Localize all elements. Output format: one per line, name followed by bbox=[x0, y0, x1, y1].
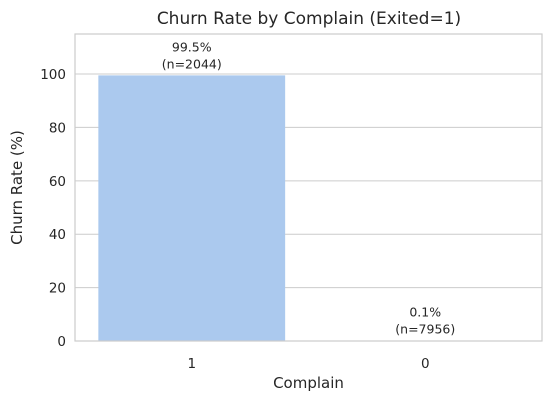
y-tick-label: 100 bbox=[40, 67, 66, 83]
bar-complain-1 bbox=[98, 75, 286, 341]
data-labels: 99.5% (n=2044) 0.1% (n=7956) bbox=[162, 39, 455, 336]
plot-frame bbox=[74, 33, 543, 342]
bars bbox=[98, 75, 519, 341]
y-tick-label: 40 bbox=[49, 227, 66, 243]
y-tick-label: 0 bbox=[57, 334, 66, 350]
x-tick-label: 0 bbox=[421, 356, 430, 372]
chart-title: Churn Rate by Complain (Exited=1) bbox=[157, 9, 461, 29]
data-label-percent: 0.1% bbox=[409, 305, 441, 320]
y-axis-ticks: 0 20 40 60 80 100 bbox=[40, 67, 66, 350]
data-label-percent: 99.5% bbox=[172, 39, 212, 54]
y-tick-label: 80 bbox=[49, 120, 66, 136]
data-label-count: (n=7956) bbox=[395, 322, 455, 337]
x-tick-label: 1 bbox=[187, 356, 196, 372]
y-tick-label: 20 bbox=[49, 281, 66, 297]
y-axis-label: Churn Rate (%) bbox=[8, 130, 26, 245]
y-tick-label: 60 bbox=[49, 174, 66, 190]
x-axis-label: Complain bbox=[273, 374, 344, 392]
data-label-count: (n=2044) bbox=[162, 56, 222, 71]
